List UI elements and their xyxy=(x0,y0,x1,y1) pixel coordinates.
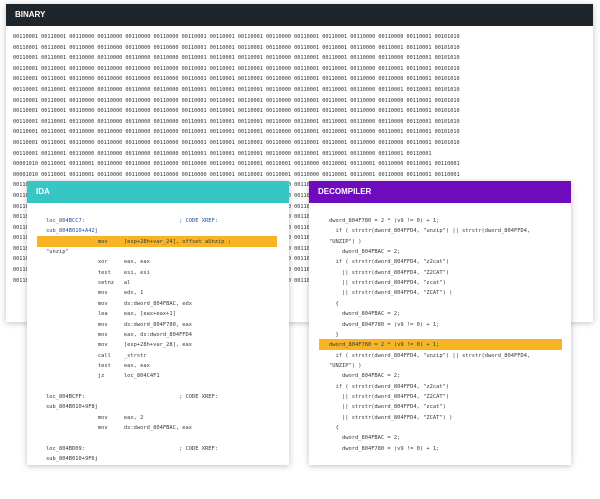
ida-line: mov edx, 1 xyxy=(46,290,144,297)
decompiler-line: || strstr(dword_804FFD4, "zcat") xyxy=(329,280,446,287)
binary-line: 00110001 00110001 00110000 00110000 0011… xyxy=(13,118,460,125)
binary-line: 00110001 00110001 00110000 00110000 0011… xyxy=(13,129,460,136)
decompiler-line: if ( strstr(dword_804FFD4, "z2cat") xyxy=(329,259,450,266)
ida-line: mov ds:dword_804F780, eax xyxy=(46,321,193,328)
decompiler-line: dword_804F780 = (v9 != 0) + 1; xyxy=(329,321,440,328)
ida-line: xor eax, eax xyxy=(46,259,150,266)
decompiler-line: dword_804FBAC = 2; xyxy=(329,249,401,256)
decompiler-line: { xyxy=(329,300,339,307)
ida-line: lea eax, [eax+eax+1] xyxy=(46,311,176,318)
decompiler-line: dword_804FBAC = 2; xyxy=(329,435,401,442)
highlight-bar xyxy=(319,339,562,351)
decompiler-panel-title: DECOMPILER xyxy=(309,181,571,203)
binary-line: 00110001 00110001 00110000 00110000 0011… xyxy=(13,65,460,72)
ida-panel: IDA loc_804BCC7: ; CODE XREF: sub_804B010… xyxy=(27,181,289,465)
decompiler-line: if ( strstr(dword_804FFD4, "z2cat") xyxy=(329,383,450,390)
decompiler-line: || strstr(dword_804FFD4, "ZCAT") ) xyxy=(329,414,453,421)
binary-line: 00110001 00110001 00110000 00110000 0011… xyxy=(13,44,460,51)
ida-disassembly: loc_804BCC7: ; CODE XREF: sub_804B010+A42… xyxy=(27,203,289,465)
decompiler-panel: DECOMPILER dword_804F780 = 2 * (v9 != 0)… xyxy=(309,181,571,465)
ida-line: test eax, eax xyxy=(46,362,150,369)
ida-line: mov [esp+28h+var_24], offset aUnzip ; xyxy=(46,238,231,245)
ida-line: sub_804B010+9F6j xyxy=(46,456,98,463)
ida-line: loc_804BCC7: ; CODE XREF: xyxy=(46,218,219,224)
ida-panel-title: IDA xyxy=(27,181,289,203)
decompiler-line: { xyxy=(329,425,339,431)
highlight-bar xyxy=(37,235,277,247)
binary-line: 00110001 00110001 00110000 00110000 0011… xyxy=(13,108,460,115)
decompiler-line: dword_804F780 = (v9 != 0) + 1; xyxy=(329,445,440,452)
binary-line: 00001010 00110001 00110001 00110000 0011… xyxy=(13,171,460,178)
decompiler-line: } xyxy=(329,331,339,338)
binary-panel-title: BINARY xyxy=(6,4,593,26)
ida-line: mov ds:dword_804FBAC, eax xyxy=(46,425,193,431)
binary-line: 00110001 00110001 00110000 00110000 0011… xyxy=(13,55,460,62)
decompiler-line: "UNZIP") ) xyxy=(329,238,362,245)
binary-line: 00001010 00110001 00110001 00110000 0011… xyxy=(13,161,460,168)
ida-line: call _strstr xyxy=(46,352,147,359)
binary-line: 00110001 00110001 00110000 00110000 0011… xyxy=(13,76,460,83)
decompiler-line: dword_804FBAC = 2; xyxy=(329,311,401,318)
ida-line: sub_804B010+A42j xyxy=(46,228,98,235)
ida-line: loc_804BCFF: ; CODE XREF: xyxy=(46,393,219,400)
binary-line: 00110001 00110001 00110000 00110000 0011… xyxy=(13,150,432,157)
binary-line: 00110001 00110001 00110000 00110000 0011… xyxy=(13,34,460,40)
ida-line: loc_804BD09: ; CODE XREF: xyxy=(46,445,219,452)
decompiler-line: || strstr(dword_804FFD4, "ZCAT") ) xyxy=(329,290,453,297)
ida-line: mov eax, ds:dword_804FFD4 xyxy=(46,331,193,338)
ida-line: test esi, esi xyxy=(46,269,150,276)
decompiler-line: || strstr(dword_804FFD4, "Z2CAT") xyxy=(329,269,450,276)
decompiler-line: "UNZIP") ) xyxy=(329,362,362,369)
binary-line: 00110001 00110001 00110000 00110000 0011… xyxy=(13,86,460,93)
ida-line: mov [esp+28h+var_28], eax xyxy=(46,342,193,349)
ida-line: jz loc_804C4F1 xyxy=(46,373,160,380)
decompiler-line: dword_804F780 = 2 * (v9 != 0) + 1; xyxy=(329,342,440,349)
decompiler-line: dword_804FBAC = 2; xyxy=(329,373,401,380)
decompiler-line: dword_804F780 = 2 * (v9 != 0) + 1; xyxy=(329,218,440,224)
ida-line: setnz al xyxy=(46,280,131,287)
ida-line: mov ds:dword_804FBAC, edx xyxy=(46,300,193,307)
decompiler-line: if ( strstr(dword_804FFD4, "unzip") || s… xyxy=(329,228,531,235)
binary-line: 00110001 00110001 00110000 00110000 0011… xyxy=(13,139,460,146)
decompiler-line: || strstr(dword_804FFD4, "Z2CAT") xyxy=(329,393,450,400)
decompiler-line: || strstr(dword_804FFD4, "zcat") xyxy=(329,404,446,411)
binary-line: 00110001 00110001 00110000 00110000 0011… xyxy=(13,97,460,104)
decompiler-line: if ( strstr(dword_804FFD4, "unzip") || s… xyxy=(329,352,531,359)
decompiler-code: dword_804F780 = 2 * (v9 != 0) + 1; if ( … xyxy=(309,203,571,465)
ida-line: "unzip" xyxy=(46,249,69,256)
ida-line: mov eax, 2 xyxy=(46,414,144,421)
ida-line: sub_804B010+9F8j xyxy=(46,404,98,411)
